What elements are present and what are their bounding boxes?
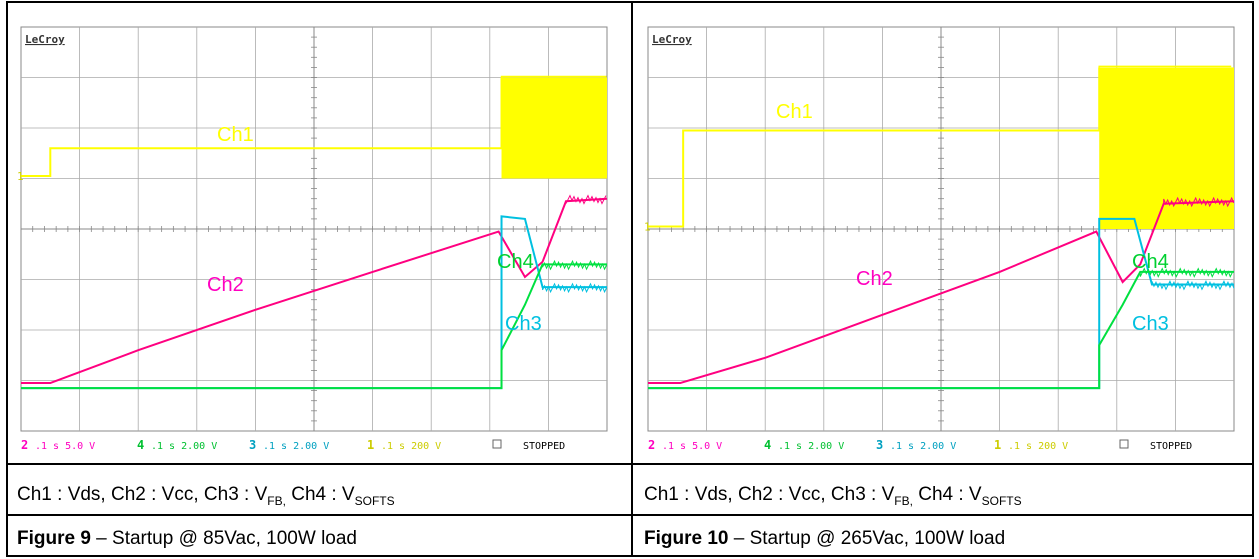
status-ch1: 1 .1 s 200 V — [994, 438, 1068, 451]
scope-svg: Ch1 Ch2 Ch3 Ch4 LeCroy 1 2 .1 s 5.0 V 4 .1 s 2.00… — [17, 26, 608, 451]
trace-ch3-noise — [1151, 280, 1235, 291]
figure-caption-right: Figure 10 – Startup @ 265Vac, 100W load — [644, 528, 1005, 550]
status-ch4-number: 4 — [137, 438, 144, 451]
trace-ch4-noise — [1139, 267, 1233, 278]
column-divider — [631, 3, 633, 555]
channel-label-ch4: Ch4 — [1132, 251, 1169, 273]
status-ch4-text: .1 s 2.00 V — [778, 441, 844, 451]
status-ch2: 2 .1 s 5.0 V — [21, 438, 95, 451]
figure-text: – Startup @ 265Vac, 100W load — [728, 528, 1006, 549]
status-ch1-text: .1 s 200 V — [381, 441, 441, 451]
row-divider-caption — [8, 463, 1252, 465]
trace-ch1 — [648, 67, 1101, 228]
status-ch4-text: .1 s 2.00 V — [151, 441, 217, 451]
channel-label-ch2: Ch2 — [856, 268, 893, 290]
scope-svg: Ch1 Ch2 Ch3 Ch4 LeCroy 1 2 .1 s 5.0 V 4 .1 s 2.00… — [644, 26, 1235, 451]
oscilloscope-screen-left: Ch1 Ch2 Ch3 Ch4 LeCroy 1 2 .1 s 5.0 V 4 .1 s 2.00… — [17, 23, 611, 451]
status-ch2: 2 .1 s 5.0 V — [648, 438, 722, 451]
trace-ch4-noise — [542, 259, 607, 271]
trace-ch2 — [21, 197, 608, 385]
trace-ch2 — [648, 200, 1235, 385]
stopped-indicator-box — [492, 439, 502, 449]
status-ch3: 3 .1 s 2.00 V — [249, 438, 329, 451]
channel-label-ch3: Ch3 — [1132, 313, 1169, 335]
status-ch4: 4 .1 s 2.00 V — [764, 438, 844, 451]
status-ch1-text: .1 s 200 V — [1008, 441, 1068, 451]
status-ch3-number: 3 — [876, 438, 883, 451]
channel-label-ch2: Ch2 — [207, 274, 244, 296]
channel-label-ch3: Ch3 — [505, 313, 542, 335]
status-ch1-number: 1 — [367, 438, 374, 451]
status-ch2-number: 2 — [21, 438, 28, 451]
channel-label-ch4: Ch4 — [497, 251, 534, 273]
ch1-marker: 1 — [644, 220, 651, 233]
trace-ch1-envelope — [501, 77, 607, 179]
caption-channels-right: Ch1 : Vds, Ch2 : Vcc, Ch3 : VFB, Ch4 : V… — [644, 484, 1022, 508]
oscilloscope-screen-right: Ch1 Ch2 Ch3 Ch4 LeCroy 1 2 .1 s 5.0 V 4 .1 s 2.00… — [644, 23, 1238, 451]
caption-channels-left: Ch1 : Vds, Ch2 : Vcc, Ch3 : VFB, Ch4 : V… — [17, 484, 395, 508]
trace-ch2-noise — [565, 194, 607, 205]
status-ch3: 3 .1 s 2.00 V — [876, 438, 956, 451]
status-ch4: 4 .1 s 2.00 V — [137, 438, 217, 451]
trace-ch3-noise — [542, 282, 607, 294]
trace-ch1-noise — [1098, 65, 1232, 68]
status-stopped: STOPPED — [523, 441, 565, 451]
status-ch4-number: 4 — [764, 438, 771, 451]
trace-ch2-noise — [1163, 196, 1235, 208]
trace-ch1-noise — [500, 75, 607, 78]
ch1-marker: 1 — [17, 170, 24, 183]
status-ch2-number: 2 — [648, 438, 655, 451]
lecroy-logo: LeCroy — [652, 33, 692, 46]
status-ch2-text: .1 s 5.0 V — [662, 441, 722, 451]
figure-text: – Startup @ 85Vac, 100W load — [90, 528, 357, 549]
stopped-indicator-box — [1119, 439, 1129, 449]
status-ch3-text: .1 s 2.00 V — [263, 441, 329, 451]
figure-label: Figure 9 — [17, 528, 91, 549]
trace-ch1-envelope — [1099, 67, 1234, 230]
row-divider-figure — [8, 514, 1252, 516]
figure-label: Figure 10 — [644, 528, 729, 549]
lecroy-logo: LeCroy — [25, 33, 65, 46]
status-ch3-number: 3 — [249, 438, 256, 451]
status-ch1: 1 .1 s 200 V — [367, 438, 441, 451]
status-ch2-text: .1 s 5.0 V — [35, 441, 95, 451]
figure-table: Ch1 Ch2 Ch3 Ch4 LeCroy 1 2 .1 s 5.0 V 4 .1 s 2.00… — [6, 1, 1254, 557]
status-ch3-text: .1 s 2.00 V — [890, 441, 956, 451]
status-ch1-number: 1 — [994, 438, 1001, 451]
status-stopped: STOPPED — [1150, 441, 1192, 451]
figure-caption-left: Figure 9 – Startup @ 85Vac, 100W load — [17, 528, 357, 550]
channel-label-ch1: Ch1 — [217, 124, 254, 146]
channel-label-ch1: Ch1 — [776, 101, 813, 123]
